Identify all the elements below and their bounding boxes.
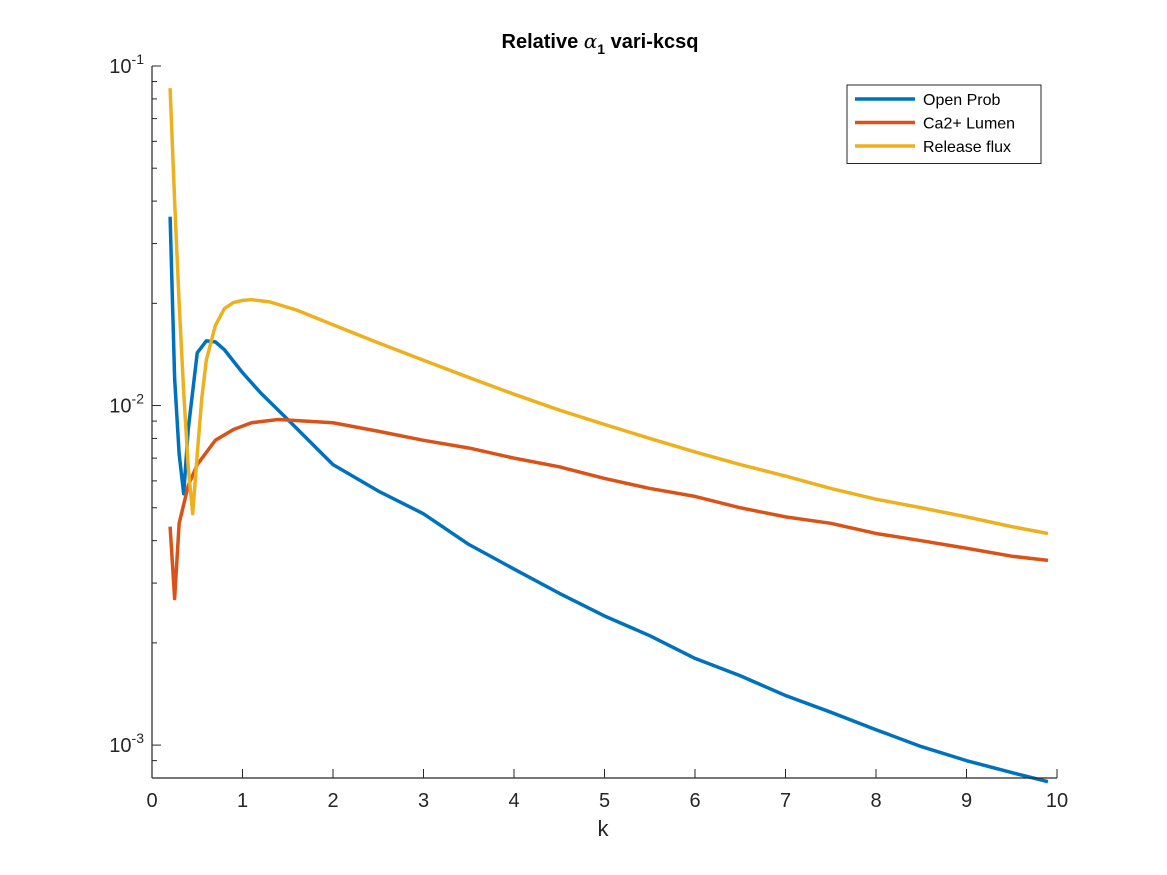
chart-title-text: Relative α1 vari-kcsq bbox=[502, 29, 699, 57]
title-suffix: vari-kcsq bbox=[605, 31, 698, 53]
x-tick-label: 5 bbox=[599, 790, 610, 812]
legend-label-2: Ca2+ Lumen bbox=[923, 116, 1015, 133]
series-line-3 bbox=[168, 88, 1049, 536]
x-tick-label: 9 bbox=[961, 790, 972, 812]
y-tick-label: 10-1 bbox=[109, 51, 144, 78]
title-symbol: α bbox=[584, 29, 598, 53]
legend: Open Prob Ca2+ Lumen Release flux bbox=[846, 84, 1042, 164]
y-tick-label: 10-2 bbox=[109, 391, 144, 418]
x-tick-label: 3 bbox=[418, 790, 429, 812]
x-axis-label-text: k bbox=[598, 816, 610, 841]
x-tick-label: 0 bbox=[146, 790, 157, 812]
y-tick-label: 10-3 bbox=[109, 730, 144, 757]
series-line-2 bbox=[168, 417, 1049, 601]
x-tick-label: 6 bbox=[689, 790, 700, 812]
x-tick-label: 10 bbox=[1046, 790, 1068, 812]
legend-label-3: Release flux bbox=[923, 139, 1011, 156]
series-layer bbox=[168, 88, 1049, 784]
x-tick-label: 1 bbox=[237, 790, 248, 812]
plot-area bbox=[152, 66, 1057, 778]
axes-background bbox=[152, 66, 1057, 778]
series-line-1 bbox=[168, 216, 1049, 784]
x-tick-label: 4 bbox=[508, 790, 519, 812]
legend-label-1: Open Prob bbox=[923, 92, 1000, 109]
x-tick-label: 2 bbox=[327, 790, 338, 812]
title-prefix: Relative bbox=[502, 31, 584, 53]
x-tick-label: 7 bbox=[780, 790, 791, 812]
x-tick-label: 8 bbox=[870, 790, 881, 812]
axes-layer: 0 1 2 3 4 5 6 7 8 9 10 10-3 10-2 10-1 bbox=[109, 51, 1068, 812]
title-subscript: 1 bbox=[597, 41, 605, 57]
chart-title: Relative α1 vari-kcsq bbox=[502, 29, 699, 57]
x-axis-label: k bbox=[598, 816, 610, 841]
